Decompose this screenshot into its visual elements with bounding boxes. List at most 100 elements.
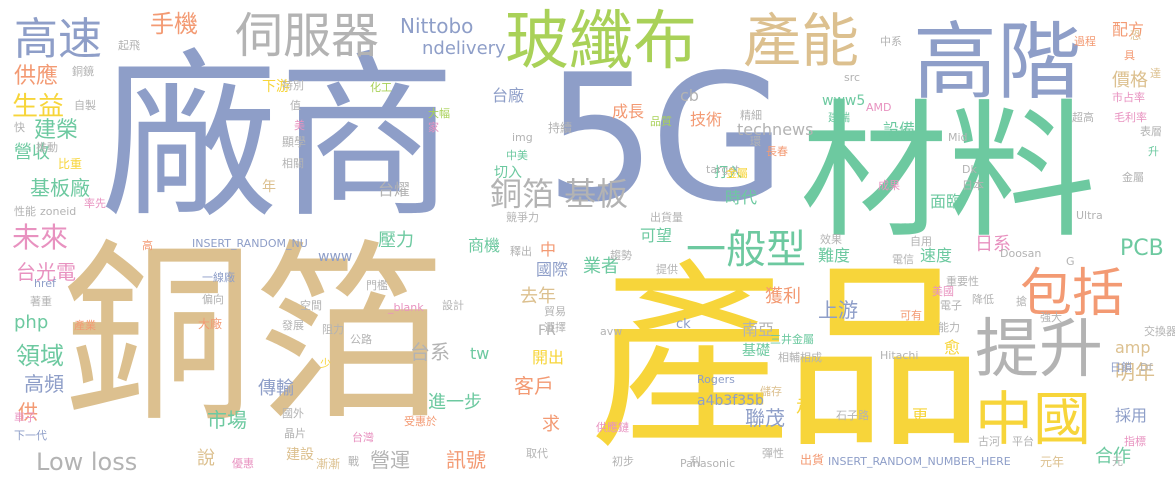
word-cloud-word: _blank [388,301,424,314]
word-cloud-word: 指標 [1124,435,1146,448]
word-cloud-word: 包括 [1020,264,1125,324]
word-cloud-word: 成果 [878,179,900,192]
word-cloud-word: 偏向 [202,293,224,306]
word-cloud-word: 台燿 [378,180,411,199]
word-cloud-word: G [1066,255,1075,268]
word-cloud-word: 毛利率 [1114,111,1147,124]
word-cloud-word: 設計 [442,299,464,312]
word-cloud-word: 高頻 [24,372,64,396]
word-cloud-word: 傳輸 [258,378,294,399]
word-cloud-word: 中美 [506,149,528,162]
word-cloud-word: 進一步 [428,392,482,413]
word-cloud-word: 儲存 [760,385,782,398]
word-cloud-word: 切入 [494,165,522,181]
word-cloud-word: 可望 [640,226,673,245]
word-cloud-word: 營收 [14,142,50,163]
word-cloud-word: 速度 [920,246,953,265]
word-cloud-word: target [706,163,740,176]
word-cloud-word: 超高 [1072,111,1094,124]
word-cloud-word: 更 [912,406,929,425]
word-cloud-word: 愈 [944,338,961,357]
word-cloud-word: 走 [796,396,814,417]
word-cloud-word: 起飛 [118,39,140,52]
word-cloud-word: 貿易 [544,305,566,318]
word-cloud-word: cb [680,86,699,105]
word-cloud-word: 建設 [286,447,314,463]
word-cloud-word: 選擇 [544,321,566,334]
word-cloud-word: INSERT_RANDOM_NU [192,237,308,250]
word-cloud-word: 基礎 [742,343,770,359]
word-cloud-word: 日本 [962,179,984,192]
word-cloud-word: 車子 [14,411,36,424]
word-cloud-word: 漸漸 [316,457,341,471]
word-cloud-word: 品質 [650,115,672,128]
word-cloud-word: 元年 [1040,455,1065,469]
word-cloud-word: 持續 [548,121,573,135]
word-cloud-word: 價格 [1112,70,1148,91]
word-cloud-word: 效果 [820,233,842,246]
word-cloud-word: 降低 [972,293,994,306]
word-cloud-word: PCB [1120,236,1164,261]
word-cloud-word: 精細 [740,109,762,122]
word-cloud-word: 廠商 [100,35,456,242]
word-cloud-word: 日鎖 [1110,361,1132,374]
word-cloud-word: a4b3f35b [697,393,764,409]
word-cloud-word: 晶片 [284,427,306,440]
word-cloud-word: 金屬 [1122,171,1144,184]
word-cloud-word: 門檻 [366,279,388,292]
word-cloud-word: 台光電 [16,260,76,284]
word-cloud-word: 釋出 [510,245,532,258]
word-cloud-word: 客戶 [514,374,554,398]
word-cloud-word: 率先 [84,197,106,210]
word-cloud-word: 難度 [818,246,851,265]
word-cloud-word: 產品 [590,243,984,476]
word-cloud-word: 家 [428,121,439,134]
word-cloud-word: 日系 [975,234,1011,255]
word-cloud-word: 長春 [766,145,788,158]
word-cloud-word: 空間 [300,299,322,312]
word-cloud-word: 自用 [910,235,932,248]
word-cloud-word: php [14,312,49,333]
word-cloud-word: 採用 [1115,406,1148,425]
word-cloud-word: 玻纖布 [505,5,697,79]
word-cloud-word: 搶 [1016,295,1027,308]
word-cloud-word: 中 [540,240,557,259]
word-cloud-word: 提升 [975,313,1103,387]
word-cloud-word: 出貨量 [650,211,683,224]
word-cloud-word: 出貨 [800,453,825,467]
word-cloud-word: 面臨 [930,192,963,211]
word-cloud-word: FR [538,323,556,339]
word-cloud-word: img [512,131,533,144]
word-cloud-word: Doosan [1000,247,1042,260]
word-cloud-word: 國外 [282,407,304,420]
word-cloud-word: 市場 [207,408,247,432]
word-cloud-word: 快 [14,121,25,134]
word-cloud-word: Panasonic [680,457,736,470]
word-cloud-word: 具 [1124,49,1135,62]
word-cloud-word: 壓力 [378,230,414,251]
word-cloud-word: 提供 [656,263,678,276]
word-cloud-word: 建瑞 [828,111,850,124]
word-cloud-word: 台系 [410,340,450,364]
word-cloud-word: 技術 [690,110,723,129]
word-cloud-word: Dk [962,163,977,176]
word-cloud-word: 合作 [1095,446,1131,467]
word-cloud-word: 未來 [12,221,69,254]
word-cloud-word: 化工 [370,81,392,94]
word-cloud-word: 銅箔 [62,224,446,447]
word-cloud-word: 大廠 [198,317,223,331]
word-cloud-word: 電信 [892,253,914,266]
word-cloud-word: 下游 [262,79,290,95]
word-cloud-word: 5G [545,38,786,241]
word-cloud-word: Rogers [697,373,735,386]
word-cloud-word: 一線廠 [202,271,235,284]
word-cloud-word: 開出 [532,348,565,367]
word-cloud-word: 領域 [16,342,64,370]
word-cloud-word: 基板廠 [30,176,90,200]
word-cloud-word: 三井金屬 [770,333,814,346]
word-cloud-word: 供應鏈 [596,421,629,434]
word-cloud-word: 古河 [978,435,1000,448]
word-cloud-word: 冰 [148,319,159,332]
word-cloud-word: www5 [822,93,866,109]
word-cloud-word: technews [737,120,814,139]
